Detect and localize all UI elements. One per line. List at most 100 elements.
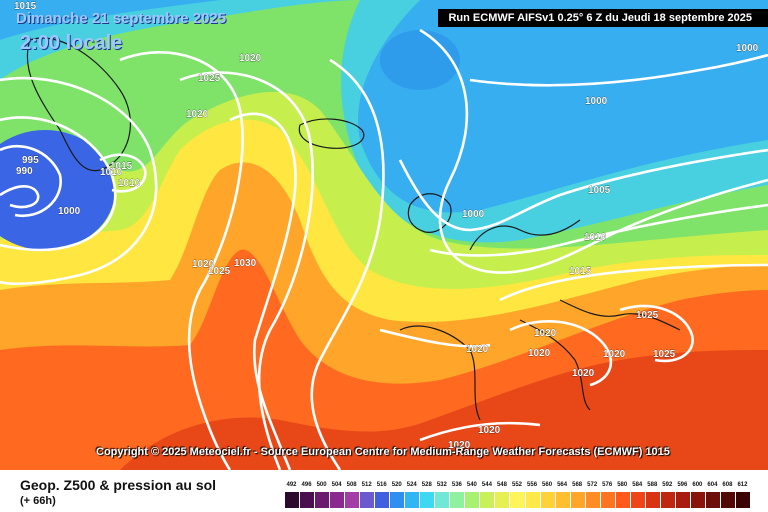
isobar-line xyxy=(499,263,768,302)
isobar-label: 1000 xyxy=(58,206,81,217)
colorbar-swatch xyxy=(614,492,630,508)
colorbar-tick-label: 596 xyxy=(677,482,688,488)
isobar-line xyxy=(469,53,768,87)
colorbar-swatch xyxy=(659,492,675,508)
colorbar-swatch xyxy=(629,492,645,508)
colorbar-swatch xyxy=(674,492,690,508)
isobar-label: 1020 xyxy=(448,440,471,451)
colorbar-swatch xyxy=(434,492,450,508)
iceland-coast xyxy=(298,118,365,149)
isobar-line xyxy=(509,320,613,387)
isobar-label: 1025 xyxy=(198,73,221,84)
isobar-label: 1020 xyxy=(466,344,489,355)
greenland-coast xyxy=(26,37,131,172)
colorbar-tick-label: 544 xyxy=(481,482,492,488)
isobar-label: 1025 xyxy=(208,266,231,277)
isobar-line xyxy=(119,51,244,470)
isobar-line xyxy=(0,116,117,252)
isobar-label: 1015 xyxy=(110,161,133,172)
isobar-labels: 1015 1020 1025 1020 995 990 1015 1010 10… xyxy=(14,1,759,451)
colorbar-tick-label: 568 xyxy=(572,482,583,488)
colorbar-tick-label: 576 xyxy=(602,482,613,488)
forecast-lead-time: (+ 66h) xyxy=(20,495,56,507)
low-core-west xyxy=(0,130,115,250)
colorbar-tick-label: 564 xyxy=(557,482,568,488)
colorbar-swatch xyxy=(719,492,735,508)
colorbar-tick-label: 512 xyxy=(361,482,372,488)
colorbar-tick-label: 608 xyxy=(722,482,733,488)
isobar-line xyxy=(99,153,147,193)
isobar-label: 1030 xyxy=(234,258,257,269)
isobar-line xyxy=(0,76,158,286)
isobar-label: 1020 xyxy=(239,53,262,64)
colorbar-swatch xyxy=(299,492,315,508)
isobars xyxy=(0,28,768,470)
isobar-label: 1020 xyxy=(534,328,557,339)
colorbar-swatch xyxy=(464,492,480,508)
colorbar-tick-label: 548 xyxy=(496,482,507,488)
colorbar-tick-label: 584 xyxy=(632,482,643,488)
isobar-line xyxy=(379,328,491,348)
colorbar-tick-label: 592 xyxy=(662,482,673,488)
map-title: Geop. Z500 & pression au sol xyxy=(20,477,217,493)
isobar-label: 1010 xyxy=(100,167,123,178)
isobar-label: 1000 xyxy=(585,96,608,107)
colorbar-swatch xyxy=(389,492,405,508)
isobar-line xyxy=(419,28,768,274)
isobar-line xyxy=(419,421,541,442)
colorbar-swatch xyxy=(584,492,600,508)
colorbar-swatch xyxy=(734,492,750,508)
isobar-line xyxy=(229,112,297,470)
colorbar-tick-label: 540 xyxy=(466,482,477,488)
isobar-label: 1020 xyxy=(572,368,595,379)
isobar-line xyxy=(429,203,768,257)
colorbar-swatch xyxy=(314,492,330,508)
colorbar-swatch xyxy=(374,492,390,508)
isobar-label: 1020 xyxy=(478,425,501,436)
colorbar-swatch xyxy=(479,492,495,508)
colorbar-tick-label: 604 xyxy=(707,482,718,488)
colorbar-tick-label: 536 xyxy=(451,482,462,488)
isobar-line xyxy=(619,304,694,363)
isobar-label: 1020 xyxy=(603,349,626,360)
colorbar-tick-label: 556 xyxy=(527,482,538,488)
colorbar-tick-label: 600 xyxy=(692,482,703,488)
isobar-label: 1020 xyxy=(192,259,215,270)
colorbar-tick-label: 496 xyxy=(301,482,312,488)
colorbar-tick-label: 504 xyxy=(331,482,342,488)
isobar-label: 1000 xyxy=(736,43,759,54)
colorbar-swatch xyxy=(284,492,300,508)
isobar-label: 1010 xyxy=(584,232,607,243)
colorbar-swatch xyxy=(419,492,435,508)
europe-coast xyxy=(399,193,681,421)
isobar-line xyxy=(0,144,62,218)
colorbar-swatch xyxy=(599,492,615,508)
colorbar-swatch xyxy=(689,492,705,508)
isobar-label: 1010 xyxy=(118,178,141,189)
isobar-label: 990 xyxy=(16,166,33,177)
colorbar-tick-label: 552 xyxy=(511,482,523,488)
geopotential-map: 1015 1020 1025 1020 995 990 1015 1010 10… xyxy=(0,0,768,470)
low-core-north xyxy=(380,30,460,90)
colorbar-tick-label: 612 xyxy=(737,482,748,488)
colorbar-swatch xyxy=(329,492,345,508)
isobar-line xyxy=(0,185,40,209)
colorbar-swatch xyxy=(569,492,585,508)
colorbar-tick-label: 560 xyxy=(542,482,553,488)
colorbar-swatch xyxy=(449,492,465,508)
isobar-label: 1020 xyxy=(528,348,551,359)
isobar-label: 1015 xyxy=(14,1,37,12)
isobar-label: 1025 xyxy=(636,310,659,321)
colorbar-tick-label: 524 xyxy=(406,482,417,488)
isobar-label: 1015 xyxy=(569,266,592,277)
colorbar-tick-label: 492 xyxy=(286,482,297,488)
colorbar-tick-label: 580 xyxy=(617,482,628,488)
colorbar-tick-label: 516 xyxy=(376,482,387,488)
colorbar-tick-label: 520 xyxy=(391,482,402,488)
colorbar-swatch xyxy=(344,492,360,508)
colorbar-swatch xyxy=(524,492,540,508)
isobar-label: 1025 xyxy=(653,349,676,360)
model-run-banner: Run ECMWF AIFSv1 0.25° 6 Z du Jeudi 18 s… xyxy=(438,9,768,27)
colorbar-tick-label: 532 xyxy=(436,482,447,488)
